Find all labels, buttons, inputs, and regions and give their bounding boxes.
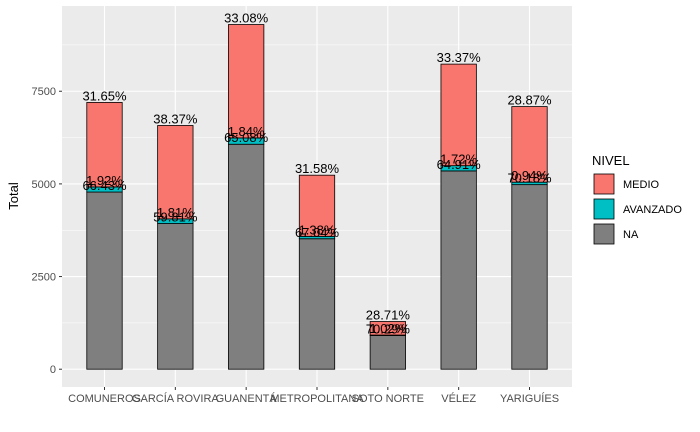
label-na-comuneros: 66.43% <box>82 178 127 193</box>
x-tick-label-soto-norte: SOTO NORTE <box>352 393 424 405</box>
legend-label-avanzado: AVANZADO <box>623 204 682 216</box>
label-medio-garcia-rovira: 38.37% <box>153 111 198 126</box>
label-na-yariguies: 70.18% <box>507 171 552 186</box>
bar-na-metropolitana <box>298 238 336 370</box>
legend-title: NIVEL <box>592 153 630 168</box>
legend-key-na <box>593 223 615 245</box>
label-na-velez: 64.91% <box>437 157 482 172</box>
bar-medio-garcia-rovira <box>157 125 194 220</box>
x-tick-label-comuneros: COMUNEROS <box>68 393 141 405</box>
label-na-soto-norte: 70.29% <box>366 321 411 336</box>
bar-na-garcia-rovira <box>157 223 194 370</box>
label-medio-metropolitana: 31.58% <box>295 161 340 176</box>
label-medio-yariguies: 28.87% <box>507 93 552 108</box>
y-tick-label: 2500 <box>32 272 56 284</box>
label-avanzado-velez: 1.72% <box>440 152 477 167</box>
bar-na-yariguies <box>511 184 548 370</box>
label-avanzado-metropolitana: 1.38% <box>299 222 336 237</box>
bar-medio-metropolitana <box>298 174 336 237</box>
legend-label-na: NA <box>623 229 639 241</box>
y-tick-label: 7500 <box>32 86 56 98</box>
label-medio-guanenta: 33.08% <box>224 11 269 26</box>
label-medio-velez: 33.37% <box>437 50 482 65</box>
bar-na-comuneros <box>86 191 123 370</box>
bar-medio-guanenta <box>228 24 265 139</box>
bar-na-guanenta <box>228 143 265 370</box>
x-tick-label-guanenta: GUANENTÁ <box>216 392 278 405</box>
bar-na-velez <box>440 170 477 370</box>
label-avanzado-yariguies: 0.94% <box>511 168 548 183</box>
bar-labels: 66.43%1.92% 31.65% 59.81%1.81% 38.37% 65.08%… <box>82 11 552 337</box>
legend-key-avanzado <box>593 198 615 220</box>
x-tick-label-yariguies: YARIGUÍES <box>500 392 559 405</box>
legend-key-medio <box>593 173 615 195</box>
y-tick-label: 0 <box>50 364 56 376</box>
label-avanzado-soto-norte: 1.02% <box>369 321 406 336</box>
bar-medio-yariguies <box>511 106 548 183</box>
bar-medio-soto-norte <box>369 321 406 336</box>
bars <box>86 24 548 370</box>
y-axis-title: Total <box>6 182 21 210</box>
y-axis: 0 2500 5000 7500 <box>32 86 62 376</box>
x-tick-label-metropolitana: METROPOLITANA <box>270 393 364 405</box>
label-medio-comuneros: 31.65% <box>82 88 127 103</box>
label-na-metropolitana: 67.04% <box>295 225 340 240</box>
y-tick-label: 5000 <box>32 179 56 191</box>
label-avanzado-garcia-rovira: 1.81% <box>157 205 194 220</box>
legend: NIVEL MEDIO AVANZADO NA <box>592 153 682 245</box>
label-avanzado-guanenta: 1.84% <box>228 124 265 139</box>
bar-medio-velez <box>440 63 477 167</box>
label-na-guanenta: 65.08% <box>224 130 269 145</box>
legend-label-medio: MEDIO <box>623 179 660 191</box>
bar-medio-comuneros <box>86 102 123 188</box>
x-tick-label-velez: VÉLEZ <box>441 392 476 405</box>
label-avanzado-comuneros: 1.92% <box>86 173 123 188</box>
x-tick-label-garcia-rovira: GARCÍA ROVIRA <box>132 392 219 405</box>
bar-na-soto-norte <box>369 335 406 370</box>
label-medio-soto-norte: 28.71% <box>366 308 411 323</box>
label-na-garcia-rovira: 59.81% <box>153 210 198 225</box>
